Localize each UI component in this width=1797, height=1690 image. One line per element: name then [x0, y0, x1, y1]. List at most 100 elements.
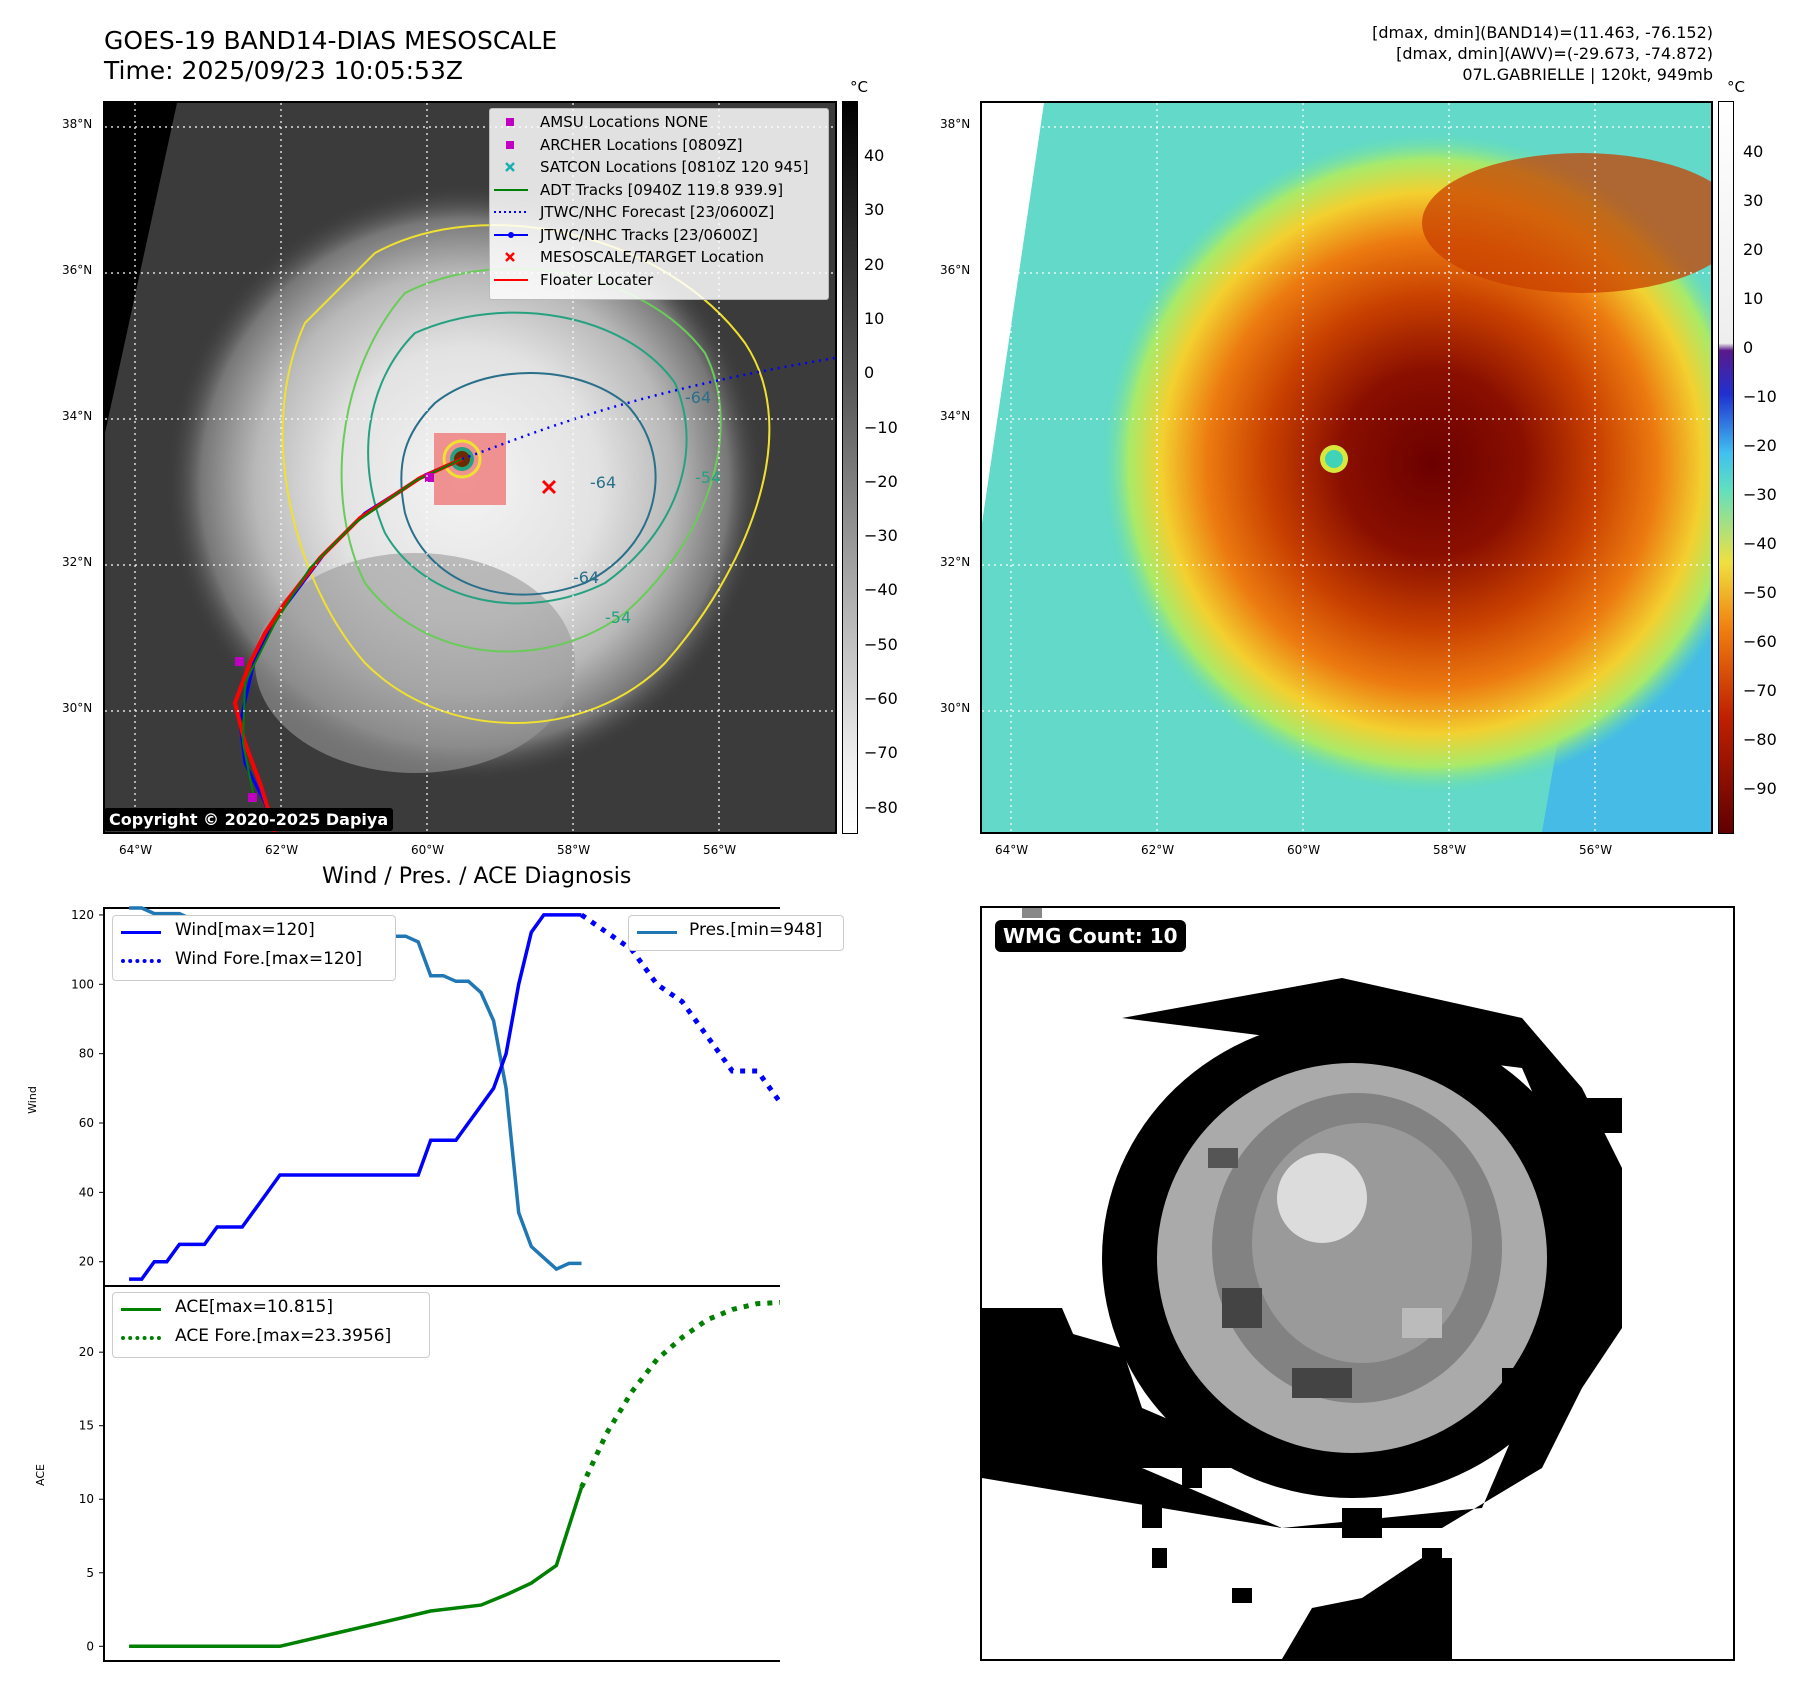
ace-panel-frame — [103, 1285, 780, 1662]
ir-map-image: -64 -64 -64 -54 -54 — [105, 103, 835, 832]
legend-wind-fore-label: Wind Fore.[max=120] — [175, 949, 363, 969]
lat-label: 36°N — [940, 263, 971, 277]
legend-item: MESOSCALE/TARGET Location — [490, 246, 826, 268]
lat-label: 30°N — [62, 701, 93, 715]
figure-title: GOES-19 BAND14-DIAS MESOSCALE Time: 2025… — [104, 26, 557, 86]
colorbar-tick: −20 — [864, 471, 898, 491]
colorbar-tick: 40 — [864, 146, 885, 165]
y-tick-label: 0 — [86, 1639, 94, 1653]
ace-line — [129, 1486, 584, 1649]
lat-label: 38°N — [62, 117, 93, 131]
lon-label: 62°W — [1141, 843, 1175, 857]
legend-ace-fore-label: ACE Fore.[max=23.3956] — [175, 1326, 392, 1346]
colorbar-tick: −30 — [1743, 485, 1777, 504]
legend-symbol — [490, 111, 530, 133]
legend-label: JTWC/NHC Tracks [23/0600Z] — [540, 225, 758, 244]
colorbar-tick: −40 — [1743, 534, 1777, 553]
storm-info: 07L.GABRIELLE | 120kt, 949mb — [1462, 65, 1713, 84]
wind-line — [129, 913, 582, 1281]
legend-symbol — [490, 134, 530, 156]
ace-forecast-line — [579, 1299, 780, 1489]
lat-label: 32°N — [940, 555, 971, 569]
colorbar-tick: 0 — [1743, 338, 1754, 357]
colorbar-tick: −50 — [864, 634, 898, 654]
y-tick-label: 60 — [79, 1116, 94, 1130]
lon-label: 56°W — [1579, 843, 1613, 857]
contour-label-4: -54 — [695, 468, 721, 487]
awv-gridlines — [982, 103, 1711, 832]
legend-label: ARCHER Locations [0809Z] — [540, 135, 743, 154]
y-tick-label: 120 — [71, 908, 94, 922]
awv-map-image — [982, 103, 1711, 832]
colorbar-tick: 10 — [864, 308, 885, 328]
legend-symbol — [490, 201, 530, 223]
lat-label: 38°N — [940, 117, 971, 131]
target-marker — [541, 479, 557, 495]
contour-label-1: -64 — [573, 568, 599, 587]
contour-label-2: -64 — [590, 473, 616, 492]
wind-forecast-line — [580, 912, 780, 1107]
awv-colorbar — [1718, 101, 1734, 834]
lat-label: 36°N — [62, 263, 93, 277]
legend-ace-label: ACE[max=10.815] — [175, 1297, 333, 1317]
colorbar-tick: −80 — [864, 797, 898, 817]
colorbar-tick: −70 — [1743, 681, 1777, 700]
y-tick-label: 15 — [79, 1419, 94, 1433]
dmax-band14: [dmax, dmin](BAND14)=(11.463, -76.152) — [1372, 23, 1713, 42]
legend-symbol — [490, 156, 530, 178]
colorbar-tick: −10 — [864, 417, 898, 437]
legend-item: AMSU Locations NONE — [490, 111, 826, 133]
lon-label: 60°W — [411, 843, 445, 857]
colorbar-tick: −20 — [1743, 436, 1777, 455]
lon-label: 56°W — [703, 843, 737, 857]
lon-label: 58°W — [557, 843, 591, 857]
legend-item: SATCON Locations [0810Z 120 945] — [490, 156, 826, 178]
ace-legend: ACE[max=10.815] ACE Fore.[max=23.3956] — [112, 1292, 430, 1358]
colorbar-tick: 30 — [1743, 191, 1764, 210]
archer-marker-2 — [235, 657, 244, 666]
colorbar-tick: −40 — [864, 580, 898, 600]
lon-label: 60°W — [1287, 843, 1321, 857]
lon-label: 64°W — [119, 843, 153, 857]
colorbar-tick: −30 — [864, 526, 898, 546]
legend-label: JTWC/NHC Forecast [23/0600Z] — [540, 203, 775, 221]
lon-label: 62°W — [265, 843, 299, 857]
legend-symbol — [490, 269, 530, 291]
colorbar-tick: −10 — [1743, 387, 1777, 406]
copyright-badge: Copyright © 2020-2025 Dapiya — [104, 808, 394, 831]
colorbar-tick: −80 — [1743, 730, 1777, 749]
y-tick-label: 20 — [79, 1255, 94, 1269]
colorbar-tick: 30 — [864, 200, 885, 220]
diagnosis-chart: 2040608010012095096097098099010001010051… — [26, 906, 780, 1662]
diagnosis-title: Wind / Pres. / ACE Diagnosis — [322, 864, 632, 889]
legend-symbol — [490, 246, 530, 268]
title-line-2: Time: 2025/09/23 10:05:53Z — [104, 56, 463, 85]
awv-colorbar-unit: °C — [1727, 78, 1745, 96]
pres-legend: Pres.[min=948] — [628, 915, 844, 951]
legend-pres-label: Pres.[min=948] — [689, 920, 823, 940]
lat-label: 30°N — [940, 701, 971, 715]
colorbar-tick: 10 — [1743, 289, 1764, 308]
title-line-1: GOES-19 BAND14-DIAS MESOSCALE — [104, 26, 558, 55]
legend-item: Floater Locater — [490, 269, 826, 291]
map-legend: AMSU Locations NONE ARCHER Locations [080… — [489, 108, 829, 300]
contour-label-5: -54 — [605, 608, 631, 627]
archer-marker-3 — [248, 793, 257, 802]
lon-label: 58°W — [1433, 843, 1467, 857]
colorbar-tick: 40 — [1743, 142, 1764, 161]
legend-label: AMSU Locations NONE — [540, 113, 709, 131]
archer-marker — [425, 473, 434, 482]
legend-item: JTWC/NHC Forecast [23/0600Z] — [490, 201, 826, 223]
colorbar-tick: −70 — [864, 743, 898, 763]
legend-label: SATCON Locations [0810Z 120 945] — [540, 158, 809, 176]
colorbar-tick: −60 — [1743, 632, 1777, 651]
colorbar-tick: 20 — [1743, 240, 1764, 259]
wind-axis-label: Wind — [26, 1086, 39, 1114]
lat-label: 34°N — [62, 409, 93, 423]
ace-axis-label: ACE — [34, 1464, 47, 1486]
y-tick-label: 80 — [79, 1047, 94, 1061]
y-tick-label: 10 — [79, 1492, 94, 1506]
lon-label: 64°W — [995, 843, 1029, 857]
legend-item: ARCHER Locations [0809Z] — [490, 134, 826, 156]
figure-right-info: [dmax, dmin](BAND14)=(11.463, -76.152) [… — [1372, 22, 1713, 85]
